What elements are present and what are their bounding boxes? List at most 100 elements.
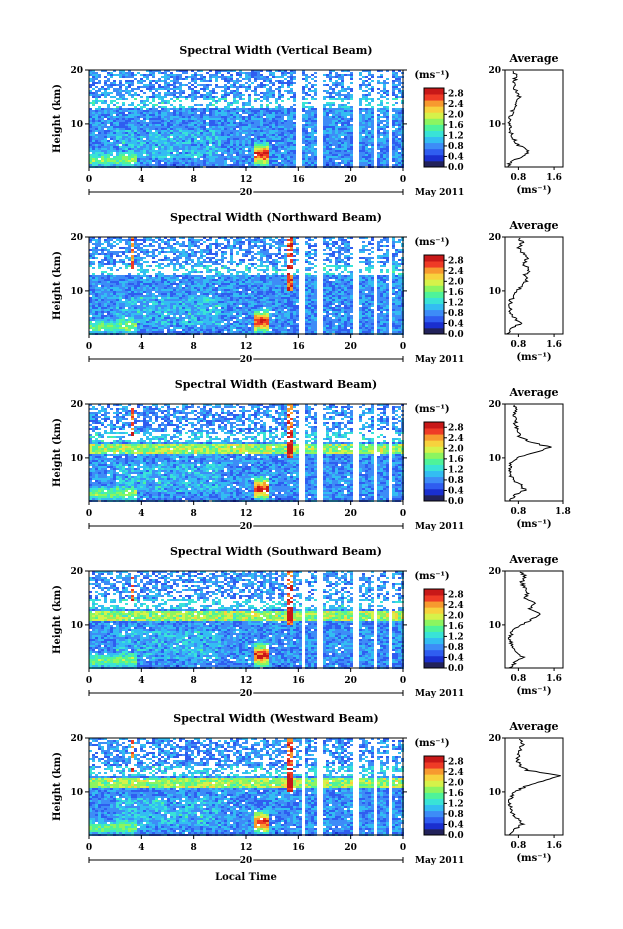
heatmap-cell — [101, 134, 104, 136]
heatmap-cell — [350, 82, 353, 84]
heatmap-cell — [278, 134, 281, 136]
heatmap-cell — [314, 142, 317, 144]
heatmap-cell — [236, 102, 239, 104]
heatmap-cell — [302, 90, 305, 92]
heatmap-cell — [338, 98, 341, 100]
heatmap-cell — [314, 160, 317, 162]
heatmap-cell — [164, 327, 167, 329]
heatmap-cell — [284, 124, 287, 126]
heatmap-cell — [107, 283, 110, 285]
heatmap-cell — [329, 116, 332, 118]
heatmap-cell — [218, 142, 221, 144]
heatmap-cell — [341, 130, 344, 132]
heatmap-cell — [119, 315, 122, 317]
heatmap-cell — [218, 160, 221, 162]
heatmap-cell — [98, 317, 101, 319]
heatmap-cell — [305, 76, 308, 78]
heatmap-cell — [152, 80, 155, 82]
heatmap-cell — [224, 114, 227, 116]
heatmap-cell — [134, 164, 137, 166]
heatmap-cell — [251, 130, 254, 132]
heatmap-cell — [287, 120, 290, 122]
heatmap-cell — [263, 80, 266, 82]
heatmap-cell — [122, 291, 125, 293]
heatmap-cell — [107, 307, 110, 309]
heatmap-cell — [269, 124, 272, 126]
heatmap-cell — [110, 72, 113, 74]
heatmap-cell — [95, 72, 98, 74]
heatmap-cell — [224, 162, 227, 164]
heatmap-cell — [116, 98, 119, 100]
heatmap-cell — [110, 126, 113, 128]
heatmap-cell — [314, 92, 317, 94]
heatmap-cell — [197, 160, 200, 162]
heatmap-cell — [314, 130, 317, 132]
heatmap-cell — [140, 299, 143, 301]
heatmap-cell — [383, 92, 386, 94]
heatmap-cell — [371, 128, 374, 130]
heatmap-cell — [275, 160, 278, 162]
heatmap-cell — [230, 114, 233, 116]
heatmap-cell — [245, 162, 248, 164]
heatmap-cell — [92, 291, 95, 293]
heatmap-cell — [254, 126, 257, 128]
heatmap-cell — [395, 96, 398, 98]
heatmap-cell — [287, 110, 290, 112]
heatmap-cell — [101, 309, 104, 311]
heatmap-cell — [140, 74, 143, 76]
heatmap-cell — [200, 76, 203, 78]
heatmap-cell — [275, 102, 278, 104]
heatmap-cell — [383, 84, 386, 86]
heatmap-cell — [287, 152, 290, 154]
heatmap-cell — [224, 144, 227, 146]
heatmap-cell — [278, 88, 281, 90]
heatmap-cell — [161, 76, 164, 78]
heatmap-cell — [134, 124, 137, 126]
heatmap-cell — [302, 118, 305, 120]
heatmap-cell — [113, 297, 116, 299]
heatmap-cell — [197, 162, 200, 164]
heatmap-cell — [119, 239, 122, 241]
heatmap-cell — [209, 154, 212, 156]
heatmap-cell — [131, 313, 134, 315]
heatmap-cell — [155, 321, 158, 323]
heatmap-cell — [287, 92, 290, 94]
heatmap-cell — [182, 124, 185, 126]
heatmap-cell — [335, 132, 338, 134]
heatmap-cell — [107, 301, 110, 303]
heatmap-cell — [158, 142, 161, 144]
heatmap-cell — [194, 86, 197, 88]
heatmap-cell — [194, 112, 197, 114]
heatmap-cell — [143, 148, 146, 150]
heatmap-cell — [122, 287, 125, 289]
heatmap-cell — [275, 118, 278, 120]
heatmap-cell — [95, 317, 98, 319]
heatmap-cell — [110, 138, 113, 140]
heatmap-cell — [95, 82, 98, 84]
heatmap-cell — [110, 86, 113, 88]
heatmap-cell — [170, 156, 173, 158]
heatmap-cell — [257, 122, 260, 124]
heatmap-cell — [167, 82, 170, 84]
heatmap-cell — [116, 102, 119, 104]
heatmap-cell — [254, 156, 257, 158]
heatmap-cell — [197, 136, 200, 138]
heatmap-cell — [116, 291, 119, 293]
heatmap-cell — [104, 136, 107, 138]
heatmap-cell — [383, 88, 386, 90]
heatmap-cell — [134, 116, 137, 118]
heatmap-cell — [101, 144, 104, 146]
heatmap-cell — [251, 82, 254, 84]
heatmap-cell — [116, 134, 119, 136]
heatmap-cell — [140, 152, 143, 154]
heatmap-cell — [290, 128, 293, 130]
heatmap-cell — [194, 130, 197, 132]
heatmap-cell — [188, 136, 191, 138]
heatmap-cell — [119, 303, 122, 305]
heatmap-cell — [113, 327, 116, 329]
heatmap-cell — [191, 164, 194, 166]
heatmap-cell — [311, 108, 314, 110]
heatmap-cell — [140, 150, 143, 152]
heatmap-cell — [347, 110, 350, 112]
heatmap-cell — [149, 144, 152, 146]
